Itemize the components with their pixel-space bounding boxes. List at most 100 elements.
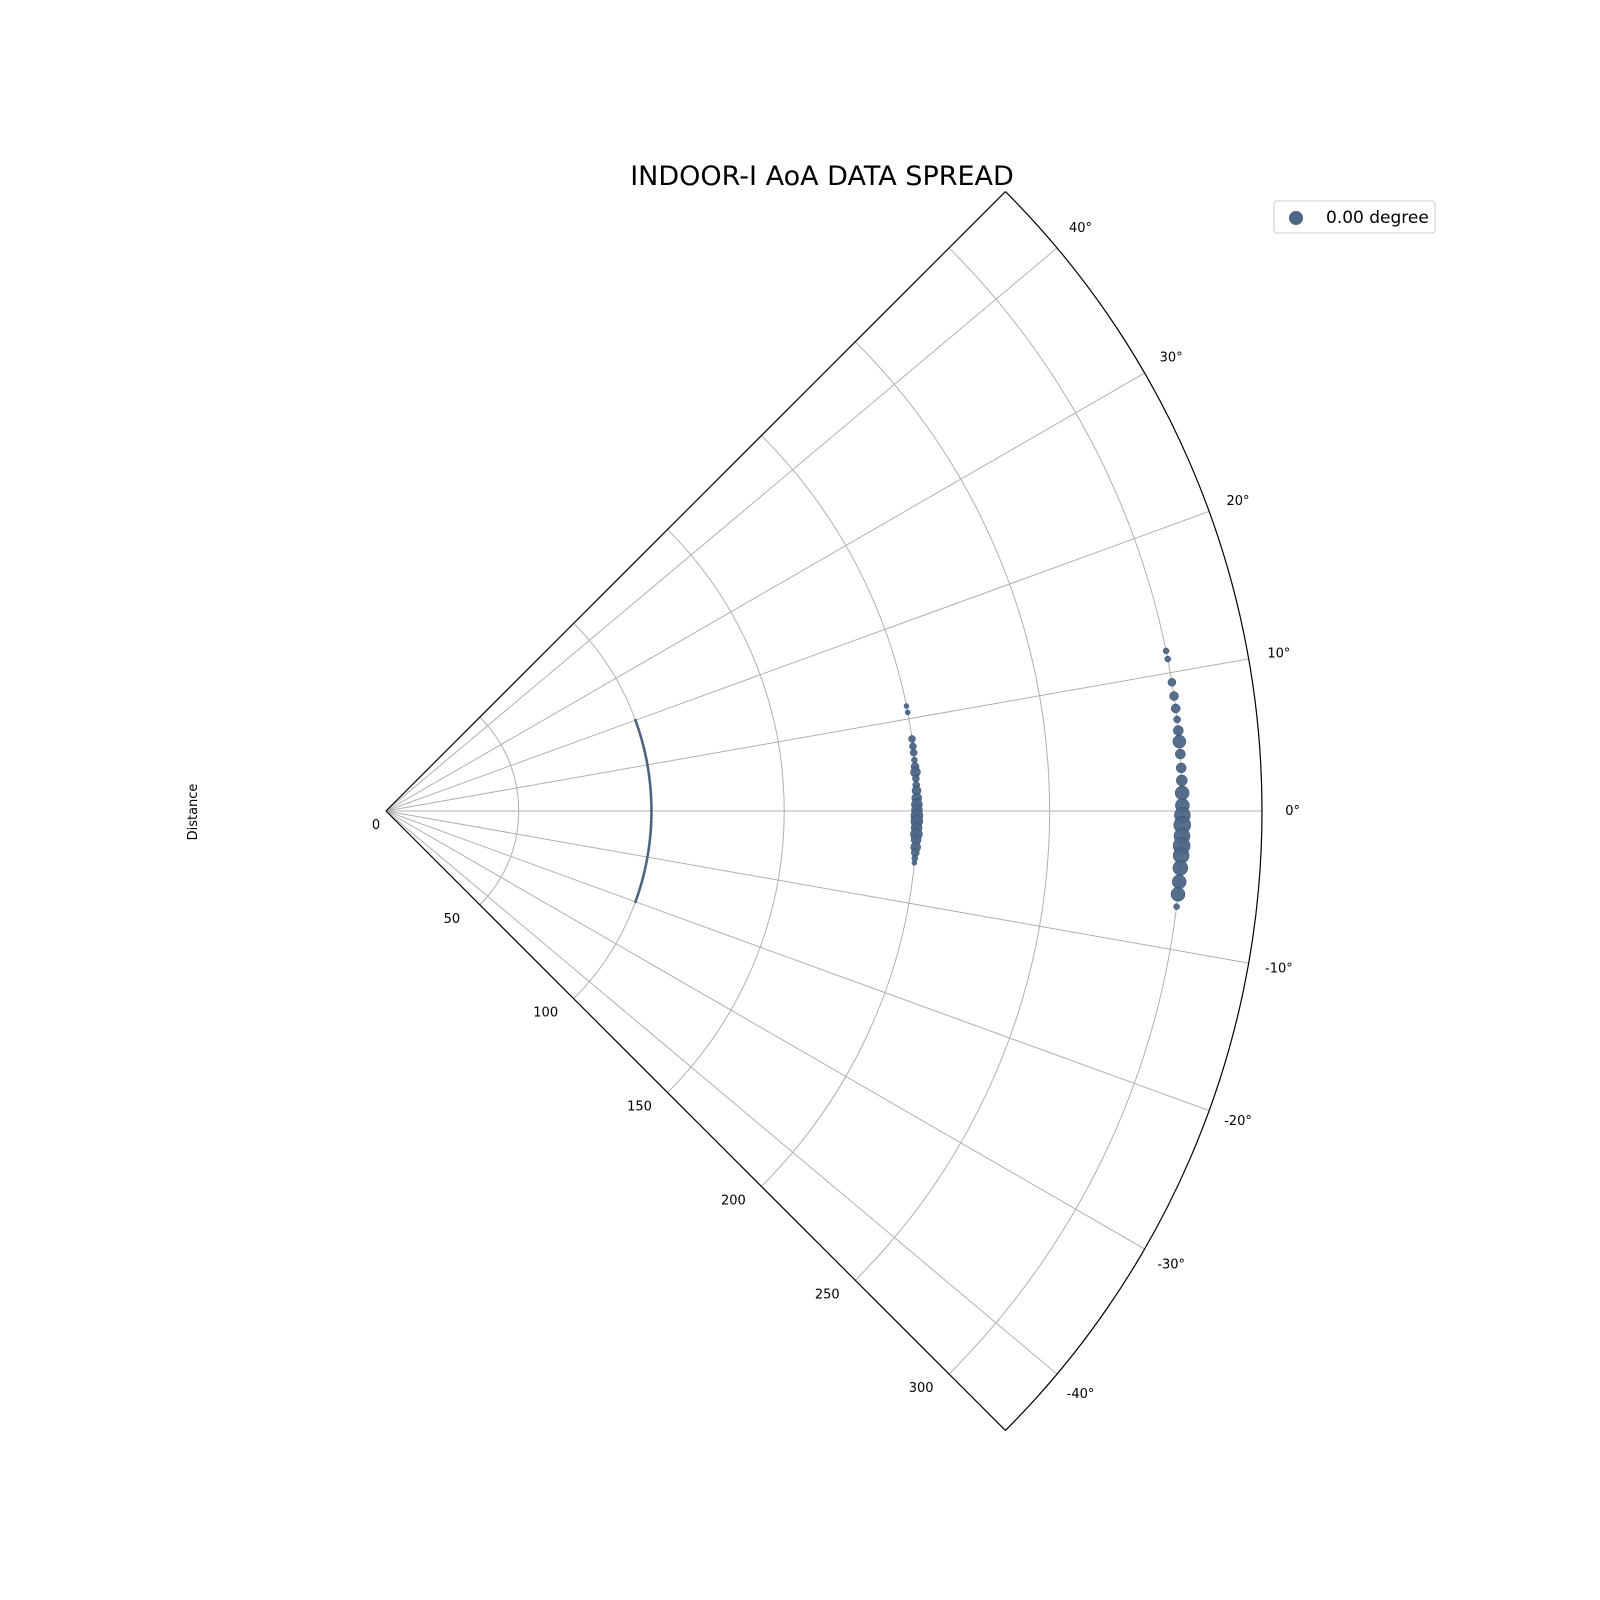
r-tick-label: 300 — [909, 1381, 934, 1396]
data-point — [647, 772, 651, 776]
polar-frame — [385, 191, 1263, 1431]
data-point — [645, 761, 649, 765]
theta-tick-label: 10° — [1267, 647, 1290, 662]
polar-grid — [385, 247, 1262, 1375]
theta-tick-label: 40° — [1069, 221, 1092, 236]
theta-tick-label: 20° — [1226, 494, 1249, 509]
data-point — [649, 814, 653, 818]
data-point — [650, 809, 653, 813]
data-point — [1169, 691, 1179, 701]
data-point — [644, 864, 648, 868]
data-point — [647, 844, 651, 848]
data-point — [1173, 715, 1181, 724]
data-point — [1173, 903, 1180, 910]
data-point — [646, 851, 650, 854]
data-point — [648, 777, 651, 781]
data-point — [1164, 655, 1171, 663]
data-point — [648, 781, 652, 785]
data-point — [648, 834, 652, 838]
data-point — [649, 791, 653, 794]
data-point — [648, 839, 652, 843]
theta-tick-label: -20° — [1224, 1114, 1252, 1129]
data-point — [633, 718, 637, 722]
data-point — [644, 756, 648, 760]
r-tick-label: 150 — [627, 1100, 652, 1115]
frame-edge-upper — [385, 191, 1006, 812]
data-point — [908, 735, 916, 743]
data-point — [643, 869, 647, 873]
data-point — [649, 797, 653, 801]
data-point — [646, 853, 650, 857]
data-point — [647, 774, 651, 778]
data-point — [909, 748, 918, 757]
data-point — [649, 821, 653, 825]
theta-grid-line — [385, 810, 1210, 1112]
data-point — [649, 793, 653, 797]
data-point — [648, 832, 652, 836]
data-point — [649, 795, 653, 799]
theta-tick-label: 0° — [1285, 804, 1300, 819]
data-point — [649, 807, 653, 811]
data-point — [645, 758, 649, 762]
data-point — [1171, 874, 1187, 890]
data-point — [1170, 703, 1181, 714]
data-point — [649, 825, 653, 829]
y-axis-label: Distance — [186, 784, 201, 841]
data-point — [647, 846, 651, 850]
data-point — [909, 742, 917, 751]
data-point — [649, 800, 653, 804]
theta-grid-line — [385, 510, 1210, 812]
theta-tick-label: -40° — [1067, 1387, 1095, 1402]
data-point — [1174, 785, 1190, 801]
data-point — [1175, 748, 1186, 760]
data-point — [649, 830, 653, 834]
data-point — [1170, 886, 1186, 902]
theta-tick-label: -10° — [1265, 961, 1293, 976]
frame-outer-arc — [1005, 191, 1263, 1431]
data-point — [1175, 762, 1187, 774]
data-point — [644, 862, 648, 866]
data-point — [1167, 678, 1177, 687]
data-point — [648, 841, 651, 845]
data-point — [649, 816, 653, 820]
data-point — [912, 774, 920, 783]
data-point — [649, 828, 653, 831]
data-point — [649, 788, 653, 792]
theta-tick-label: -30° — [1157, 1257, 1185, 1272]
theta-tick-label: 30° — [1160, 351, 1183, 366]
frame-edge-lower — [385, 810, 1006, 1431]
data-point — [643, 752, 647, 755]
data-point — [645, 763, 649, 767]
tick-labels: -40° -30° -20° -10° 0° 10° 20° 30° 40° 0 50 100 150 2… — [372, 221, 1300, 1402]
theta-grid-line — [385, 372, 1145, 812]
data-point — [1172, 734, 1187, 749]
data-point — [903, 703, 910, 709]
data-point — [649, 802, 653, 806]
data-point — [1162, 647, 1170, 655]
theta-grid-line — [385, 810, 1145, 1250]
data-point — [646, 768, 650, 771]
data-point — [649, 823, 653, 827]
data-point — [645, 857, 649, 861]
data-point — [647, 848, 650, 852]
data-point — [645, 855, 649, 859]
data-point — [648, 779, 652, 783]
r-tick-label: 100 — [533, 1006, 558, 1021]
r-tick-label: 250 — [815, 1287, 840, 1302]
data-point — [911, 860, 918, 866]
theta-grid-line — [385, 658, 1249, 812]
data-point — [643, 867, 647, 870]
data-point — [1176, 774, 1188, 787]
data-point — [648, 786, 652, 790]
legend: 0.00 degree — [1273, 200, 1436, 234]
scatter-points — [633, 647, 1191, 910]
data-point — [1173, 725, 1184, 736]
legend-marker — [1289, 211, 1303, 225]
r-tick-label: 200 — [721, 1193, 746, 1208]
data-point — [649, 811, 653, 815]
r-tick-label: 50 — [444, 912, 461, 927]
data-point — [646, 765, 650, 769]
legend-label: 0.00 degree — [1326, 208, 1429, 228]
theta-grid-line — [385, 247, 1058, 812]
